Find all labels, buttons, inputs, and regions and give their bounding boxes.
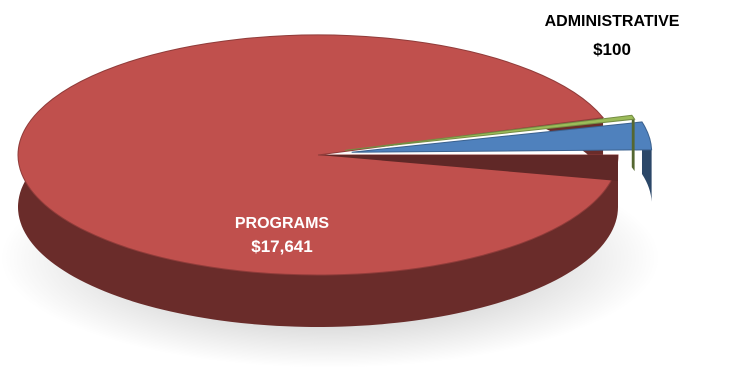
slice-value-administrative: $100 — [593, 40, 631, 59]
slice-value-shipping: $689 — [651, 127, 689, 146]
pie-slice-cut-programs — [318, 155, 618, 181]
slice-label-programs: PROGRAMS — [235, 215, 330, 232]
slice-label-administrative: ADMINISTRATIVE — [545, 13, 680, 30]
pie-slice-administrative — [344, 114, 636, 151]
slice-label-shipping: SHIPPING — [632, 103, 708, 120]
pie-slice-programs — [17, 34, 619, 276]
slice-value-programs: $17,641 — [251, 237, 312, 256]
pie-slice-side-administrative — [631, 115, 635, 172]
pie-slice-shipping — [351, 121, 653, 153]
